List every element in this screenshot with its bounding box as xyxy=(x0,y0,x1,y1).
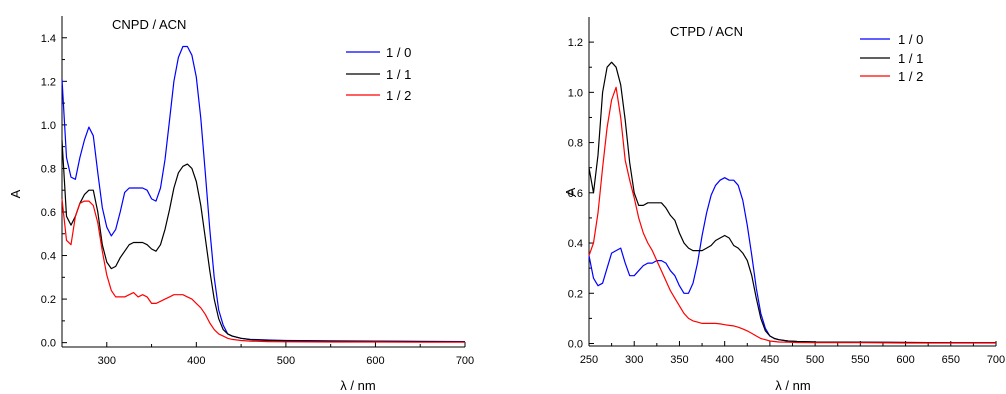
x-tick-label: 300 xyxy=(625,354,643,366)
x-axis-label: λ / nm xyxy=(775,378,810,393)
x-tick-label: 550 xyxy=(851,354,869,366)
x-tick-label: 300 xyxy=(98,355,116,367)
x-tick-label: 450 xyxy=(761,354,779,366)
y-tick-label: 1.4 xyxy=(41,33,56,45)
y-tick-label: 0.4 xyxy=(568,238,583,250)
legend-label: 1 / 1 xyxy=(386,67,411,82)
legend-label: 1 / 2 xyxy=(386,88,411,103)
y-tick-label: 0.0 xyxy=(41,338,56,350)
x-tick-label: 500 xyxy=(806,354,824,366)
y-axis-label: A xyxy=(563,187,578,196)
x-tick-label: 400 xyxy=(715,354,733,366)
y-axis-label: A xyxy=(8,189,23,198)
y-tick-label: 0.2 xyxy=(41,294,56,306)
x-tick-label: 250 xyxy=(580,354,598,366)
x-axis-label: λ / nm xyxy=(340,378,375,393)
y-tick-label: 1.2 xyxy=(568,37,583,49)
chart-title: CNPD / ACN xyxy=(112,17,186,32)
legend-label: 1 / 1 xyxy=(898,51,923,66)
legend-label: 1 / 2 xyxy=(898,69,923,84)
x-tick-label: 700 xyxy=(456,355,474,367)
chart-title: CTPD / ACN xyxy=(670,24,743,39)
y-tick-label: 1.0 xyxy=(41,120,56,132)
y-tick-label: 0.2 xyxy=(568,288,583,300)
x-tick-label: 500 xyxy=(277,355,295,367)
legend-label: 1 / 0 xyxy=(386,45,411,60)
y-tick-label: 1.2 xyxy=(41,76,56,88)
x-tick-label: 700 xyxy=(987,354,1005,366)
legend-label: 1 / 0 xyxy=(898,32,923,47)
y-tick-label: 0.0 xyxy=(568,338,583,350)
x-tick-label: 600 xyxy=(366,355,384,367)
y-tick-label: 0.6 xyxy=(41,207,56,219)
series-line-2 xyxy=(61,140,466,343)
series-line-3 xyxy=(61,198,465,343)
y-tick-label: 0.8 xyxy=(41,163,56,175)
series-line-3 xyxy=(588,86,996,344)
x-tick-label: 650 xyxy=(942,354,960,366)
legend: 1 / 0 1 / 1 1 / 2 xyxy=(346,45,411,103)
x-tick-label: 600 xyxy=(896,354,914,366)
series-line-2 xyxy=(588,61,996,344)
y-tick-label: 0.6 xyxy=(568,188,583,200)
chart-cnpd: CNPD / ACN A λ / nm 1 / 0 1 / 1 1 / 2 0.… xyxy=(8,16,474,393)
y-tick-label: 0.4 xyxy=(41,251,56,263)
chart-ctpd: CTPD / ACN A λ / nm 1 / 0 1 / 1 1 / 2 0.… xyxy=(563,17,1005,393)
x-tick-label: 350 xyxy=(670,354,688,366)
legend: 1 / 0 1 / 1 1 / 2 xyxy=(860,32,923,84)
x-tick-label: 400 xyxy=(187,355,205,367)
y-tick-label: 0.8 xyxy=(568,138,583,150)
y-tick-label: 1.0 xyxy=(568,87,583,99)
